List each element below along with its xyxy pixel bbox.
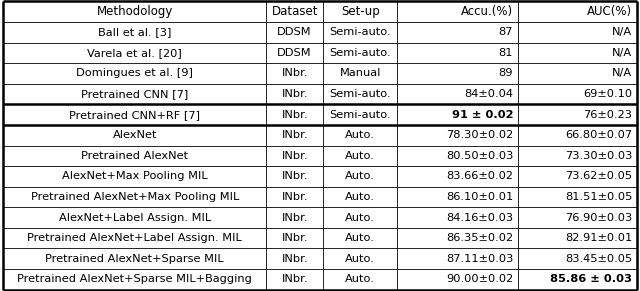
Text: Auto.: Auto. [346,192,375,202]
Text: INbr.: INbr. [282,171,308,181]
Text: N/A: N/A [612,68,632,79]
Text: AlexNet: AlexNet [113,130,157,140]
Text: DDSM: DDSM [277,48,312,58]
Text: N/A: N/A [612,27,632,37]
Text: 86.10±0.01: 86.10±0.01 [446,192,513,202]
Text: INbr.: INbr. [282,68,308,79]
Text: Auto.: Auto. [346,212,375,223]
Text: INbr.: INbr. [282,254,308,264]
Text: 85.86 ± 0.03: 85.86 ± 0.03 [550,274,632,284]
Text: INbr.: INbr. [282,233,308,243]
Text: Pretrained CNN [7]: Pretrained CNN [7] [81,89,188,99]
Text: 80.50±0.03: 80.50±0.03 [446,151,513,161]
Text: INbr.: INbr. [282,130,308,140]
Text: 83.66±0.02: 83.66±0.02 [446,171,513,181]
Text: Semi-auto.: Semi-auto. [330,48,391,58]
Text: Pretrained AlexNet: Pretrained AlexNet [81,151,188,161]
Text: AlexNet+Max Pooling MIL: AlexNet+Max Pooling MIL [62,171,207,181]
Text: Pretrained AlexNet+Sparse MIL+Bagging: Pretrained AlexNet+Sparse MIL+Bagging [17,274,252,284]
Text: INbr.: INbr. [282,192,308,202]
Text: Dataset: Dataset [271,5,318,18]
Text: Varela et al. [20]: Varela et al. [20] [87,48,182,58]
Text: 90.00±0.02: 90.00±0.02 [446,274,513,284]
Text: Manual: Manual [340,68,381,79]
Text: 73.30±0.03: 73.30±0.03 [565,151,632,161]
Text: AUC(%): AUC(%) [588,5,632,18]
Text: Domingues et al. [9]: Domingues et al. [9] [76,68,193,79]
Text: 81.51±0.05: 81.51±0.05 [565,192,632,202]
Text: 81: 81 [499,48,513,58]
Text: 73.62±0.05: 73.62±0.05 [565,171,632,181]
Text: Set-up: Set-up [341,5,380,18]
Text: 84±0.04: 84±0.04 [464,89,513,99]
Text: INbr.: INbr. [282,212,308,223]
Text: 66.80±0.07: 66.80±0.07 [565,130,632,140]
Text: 69±0.10: 69±0.10 [583,89,632,99]
Text: Pretrained AlexNet+Label Assign. MIL: Pretrained AlexNet+Label Assign. MIL [28,233,242,243]
Text: Ball et al. [3]: Ball et al. [3] [98,27,172,37]
Text: Auto.: Auto. [346,274,375,284]
Text: Semi-auto.: Semi-auto. [330,27,391,37]
Text: 87: 87 [499,27,513,37]
Text: N/A: N/A [612,48,632,58]
Text: 76.90±0.03: 76.90±0.03 [565,212,632,223]
Text: 83.45±0.05: 83.45±0.05 [565,254,632,264]
Text: Pretrained CNN+RF [7]: Pretrained CNN+RF [7] [69,110,200,120]
Text: Auto.: Auto. [346,233,375,243]
Text: Auto.: Auto. [346,254,375,264]
Text: INbr.: INbr. [282,89,308,99]
Text: Auto.: Auto. [346,151,375,161]
Text: INbr.: INbr. [282,110,308,120]
Text: Methodology: Methodology [97,5,173,18]
Text: 89: 89 [499,68,513,79]
Text: 87.11±0.03: 87.11±0.03 [446,254,513,264]
Text: AlexNet+Label Assign. MIL: AlexNet+Label Assign. MIL [59,212,211,223]
Text: Semi-auto.: Semi-auto. [330,89,391,99]
Text: Accu.(%): Accu.(%) [461,5,513,18]
Text: 76±0.23: 76±0.23 [584,110,632,120]
Text: 91 ± 0.02: 91 ± 0.02 [452,110,513,120]
Text: Semi-auto.: Semi-auto. [330,110,391,120]
Text: 86.35±0.02: 86.35±0.02 [446,233,513,243]
Text: INbr.: INbr. [282,151,308,161]
Text: 82.91±0.01: 82.91±0.01 [565,233,632,243]
Text: DDSM: DDSM [277,27,312,37]
Text: Auto.: Auto. [346,171,375,181]
Text: 84.16±0.03: 84.16±0.03 [446,212,513,223]
Text: Pretrained AlexNet+Sparse MIL: Pretrained AlexNet+Sparse MIL [45,254,224,264]
Text: INbr.: INbr. [282,274,308,284]
Text: Auto.: Auto. [346,130,375,140]
Text: 78.30±0.02: 78.30±0.02 [446,130,513,140]
Text: Pretrained AlexNet+Max Pooling MIL: Pretrained AlexNet+Max Pooling MIL [31,192,239,202]
